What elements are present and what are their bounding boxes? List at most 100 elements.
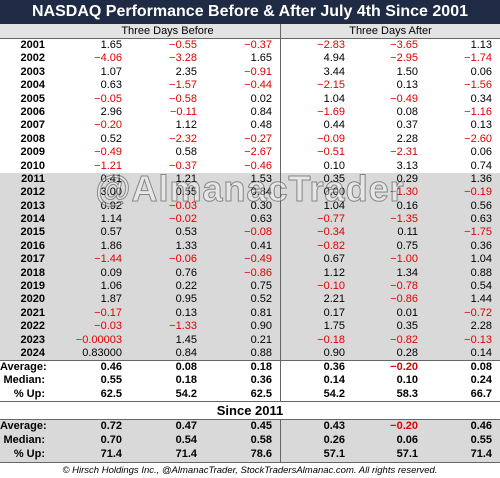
cell-value: 0.22 — [175, 280, 197, 293]
cell-value: 0.08 — [175, 361, 197, 374]
cell-value: −0.91 — [244, 65, 272, 78]
cell-value: −0.09 — [280, 132, 353, 147]
cell-value: 0.26 — [280, 434, 353, 448]
table-row: 2019 1.06 0.22 0.75 −0.10 −0.78 0.54 — [0, 280, 500, 294]
cell-value: 0.88 — [470, 266, 492, 279]
cell-value: −0.72 — [464, 306, 492, 319]
table-row: 2002 −4.06 −3.28 1.65 4.94 −2.95 −1.74 — [0, 52, 500, 66]
cell-value: 1.50 — [396, 65, 418, 78]
row-label: 2009 — [20, 146, 45, 159]
cell-value: 1.36 — [470, 172, 492, 185]
cell-value: 1.04 — [280, 199, 353, 214]
cell-value: −1.56 — [464, 79, 492, 92]
cell-value: 1.87 — [100, 293, 122, 306]
cell-value: −0.03 — [94, 320, 122, 333]
cell-value: 0.58 — [175, 146, 197, 159]
cell-value: 1.13 — [470, 39, 492, 51]
cell-value: 0.14 — [280, 374, 353, 388]
table-row: 2018 0.09 0.76 −0.86 1.12 1.34 0.88 — [0, 266, 500, 281]
cell-value: 0.43 — [280, 420, 353, 435]
row-label: 2010 — [20, 159, 45, 172]
cell-value: 0.52 — [250, 293, 272, 306]
cell-value: 3.00 — [100, 186, 122, 199]
year-rows: 2001 1.65 −0.55 −0.37 −2.83 −3.65 1.13 2002 −4.0… — [0, 39, 500, 361]
cell-value: 0.00 — [280, 186, 353, 200]
cell-value: −1.16 — [464, 105, 492, 118]
cell-value: 0.35 — [396, 320, 418, 333]
cell-value: 1.65 — [250, 52, 272, 65]
cell-value: 3.44 — [280, 65, 353, 80]
cell-value: −0.49 — [94, 146, 122, 159]
cell-value: −1.69 — [280, 105, 353, 120]
cell-value: −0.82 — [280, 239, 353, 254]
cell-value: 0.67 — [280, 253, 353, 267]
cell-value: −0.03 — [169, 199, 197, 212]
table-row: 2017 −1.44 −0.06 −0.49 0.67 −1.00 1.04 — [0, 253, 500, 267]
cell-value: −0.51 — [280, 146, 353, 160]
row-label: 2008 — [20, 132, 45, 145]
cell-value: 1.12 — [280, 266, 353, 281]
cell-value: −0.11 — [169, 105, 197, 118]
table-row: 2012 3.00 0.55 0.84 0.00 −1.30 −0.19 — [0, 186, 500, 200]
cell-value: −2.15 — [280, 79, 353, 93]
cell-value: 1.06 — [100, 280, 122, 293]
cell-value: 1.65 — [100, 39, 122, 51]
row-label: 2020 — [20, 293, 45, 306]
summary-rows: Average: 0.46 0.08 0.18 0.36 −0.20 0.08 Median:… — [0, 360, 500, 402]
cell-value: 0.54 — [175, 434, 197, 447]
cell-value: 0.06 — [470, 146, 492, 159]
cell-value: 1.21 — [175, 172, 197, 185]
cell-value: 0.10 — [280, 159, 353, 173]
cell-value: 0.10 — [396, 374, 418, 387]
cell-value: 78.6 — [250, 447, 272, 460]
table-row: 2013 0.92 −0.03 0.30 1.04 0.16 0.56 — [0, 199, 500, 214]
cell-value: −2.95 — [390, 52, 418, 65]
cell-value: 3.13 — [396, 159, 418, 172]
title: NASDAQ Performance Before & After July 4… — [0, 0, 500, 24]
cell-value: 1.14 — [100, 213, 122, 226]
cell-value: −2.67 — [244, 146, 272, 159]
row-label: Average: — [0, 420, 47, 433]
cell-value: −3.65 — [390, 39, 418, 51]
cell-value: 57.1 — [396, 447, 418, 460]
cell-value: 0.08 — [396, 105, 418, 118]
cell-value: −0.49 — [390, 92, 418, 105]
table-row: 2006 2.96 −0.11 0.84 −1.69 0.08 −1.16 — [0, 105, 500, 120]
cell-value: 0.58 — [250, 434, 272, 447]
header-after: Three Days After — [280, 24, 500, 38]
cell-value: 0.81 — [250, 306, 272, 319]
table-row: Average: 0.72 0.47 0.45 0.43 −0.20 0.46 — [0, 420, 500, 435]
cell-value: 0.46 — [100, 361, 122, 374]
cell-value: 0.84 — [175, 346, 197, 359]
cell-value: −3.28 — [169, 52, 197, 65]
cell-value: 0.21 — [250, 333, 272, 346]
row-label: 2006 — [20, 105, 45, 118]
cell-value: −2.60 — [464, 132, 492, 145]
cell-value: 0.30 — [250, 199, 272, 212]
cell-value: −1.21 — [94, 159, 122, 172]
cell-value: 54.2 — [280, 387, 353, 402]
cell-value: −4.06 — [94, 52, 122, 65]
cell-value: 54.2 — [175, 387, 197, 400]
cell-value: 0.36 — [280, 361, 353, 376]
table-row: 2016 1.86 1.33 0.41 −0.82 0.75 0.36 — [0, 239, 500, 254]
cell-value: 0.83000 — [82, 346, 122, 359]
cell-value: −0.77 — [280, 213, 353, 227]
cell-value: −0.00003 — [75, 333, 122, 346]
cell-value: 0.84 — [250, 105, 272, 118]
table-row: % Up: 62.5 54.2 62.5 54.2 58.3 66.7 — [0, 387, 500, 402]
cell-value: 0.09 — [100, 266, 122, 279]
cell-value: −1.35 — [390, 213, 418, 226]
footer: © Hirsch Holdings Inc., @AlmanacTrader, … — [0, 461, 500, 478]
cell-value: 0.18 — [175, 374, 197, 387]
row-label: Average: — [0, 361, 47, 374]
table-row: 2010 −1.21 −0.37 −0.46 0.10 3.13 0.74 — [0, 159, 500, 173]
cell-value: 1.34 — [396, 266, 418, 279]
row-label: 2004 — [20, 79, 45, 92]
cell-value: 0.45 — [250, 420, 272, 433]
cell-value: −0.20 — [390, 361, 418, 374]
cell-value: 71.4 — [470, 447, 492, 460]
table-row: % Up: 71.4 71.4 78.6 57.1 57.1 71.4 — [0, 447, 500, 462]
cell-value: 0.36 — [250, 374, 272, 387]
cell-value: 0.41 — [250, 239, 272, 252]
